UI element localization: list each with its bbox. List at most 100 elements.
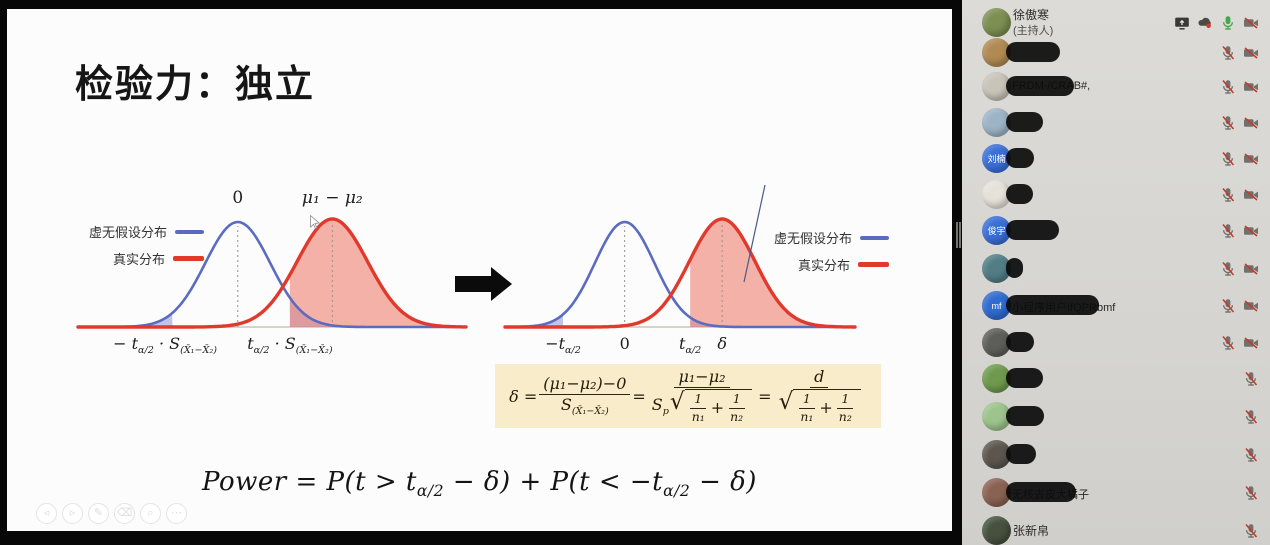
participant-status-icons (1243, 371, 1259, 387)
camera-off-icon[interactable] (1243, 115, 1259, 131)
numerator: 1 (728, 391, 745, 409)
denominator: Sp √ 1 n₁ +1 n₂ (648, 388, 756, 424)
mic-off-icon[interactable] (1220, 223, 1236, 239)
mic-off-icon[interactable] (1220, 187, 1236, 203)
numerator: μ₁−μ₂ (674, 367, 730, 389)
cloud-recording-icon (1197, 15, 1213, 31)
participant-row[interactable] (962, 401, 1270, 433)
camera-off-icon[interactable] (1243, 187, 1259, 203)
participant-row[interactable]: 刘楠 (962, 143, 1270, 175)
mic-off-icon[interactable] (1243, 447, 1259, 463)
math-text: n₁ (691, 408, 705, 424)
next-slide-button[interactable]: ▹ (62, 503, 83, 524)
participant-status-icons (1220, 187, 1259, 203)
math-text: n₁ (800, 408, 814, 424)
numerator: 1 (690, 391, 707, 409)
numerator: 1 (837, 391, 854, 409)
math-text: 1 (802, 391, 811, 407)
participant-row[interactable] (962, 253, 1270, 285)
participant-row[interactable] (962, 327, 1270, 359)
participant-row[interactable] (962, 363, 1270, 395)
legend-item: 虚无假设分布 (82, 222, 204, 241)
camera-off-icon[interactable] (1243, 298, 1259, 314)
mic-off-icon[interactable] (1220, 151, 1236, 167)
math-text: 1 (732, 391, 741, 407)
denominator: n₁ (796, 409, 817, 424)
pen-tool-button[interactable]: ✎ (88, 503, 109, 524)
mic-off-icon[interactable] (1243, 409, 1259, 425)
distribution-chart-svg (503, 184, 857, 329)
plot-legend: 虚无假设分布真实分布 (82, 222, 204, 268)
camera-off-icon[interactable] (1243, 335, 1259, 351)
mic-off-icon[interactable] (1220, 45, 1236, 61)
legend-swatch (173, 256, 204, 261)
participant-status-icons (1220, 298, 1259, 314)
participant-status-icons (1243, 485, 1259, 501)
math-text: = (758, 386, 772, 406)
fraction: d √ 1 n₁ +1 n₂ (774, 367, 865, 424)
mic-off-icon[interactable] (1243, 371, 1259, 387)
participant-name: 徐傲寒 (1013, 8, 1050, 22)
annotation-toolbar: ◃ ▹ ✎ ⌫ ⌕ ⋯ (36, 503, 187, 524)
legend-item: 真实分布 (767, 255, 889, 274)
mic-off-icon[interactable] (1220, 79, 1236, 95)
mic-off-icon[interactable] (1220, 261, 1236, 277)
camera-off-icon[interactable] (1243, 151, 1259, 167)
math-text: 1 (841, 391, 850, 407)
mic-off-icon[interactable] (1243, 485, 1259, 501)
mic-off-icon[interactable] (1243, 523, 1259, 539)
legend-swatch (860, 235, 889, 240)
plot-legend: 虚无假设分布 真实分布 (767, 228, 889, 274)
fraction: μ₁−μ₂ Sp √ 1 n₁ +1 n₂ (648, 367, 756, 424)
more-tools-button[interactable]: ⋯ (166, 503, 187, 524)
participant-row[interactable]: 俊宇 (962, 215, 1270, 247)
participant-row[interactable]: 徐傲寒 (主持人) (962, 7, 1270, 39)
radical-sign: √ (778, 388, 794, 416)
legend-item: 虚无假设分布 (767, 228, 889, 247)
participant-row[interactable]: FRDM-/CRAB#, (962, 71, 1270, 103)
participant-row[interactable]: 无核去皮大橘子 (962, 477, 1270, 509)
participant-row[interactable] (962, 439, 1270, 471)
mic-off-icon[interactable] (1220, 115, 1236, 131)
peak-label: 0 (232, 188, 244, 208)
math-text: δ = (509, 386, 538, 406)
mic-off-icon[interactable] (1220, 298, 1236, 314)
math-text: 1 (694, 391, 703, 407)
camera-off-icon[interactable] (1243, 15, 1259, 31)
camera-off-icon[interactable] (1243, 79, 1259, 95)
camera-off-icon[interactable] (1243, 261, 1259, 277)
math-text: + (819, 397, 833, 417)
participant-row[interactable]: 张新帛 (962, 515, 1270, 545)
participant-row[interactable] (962, 179, 1270, 211)
redaction-bar (1006, 76, 1074, 96)
camera-off-icon[interactable] (1243, 45, 1259, 61)
avatar (982, 8, 1011, 37)
participant-row[interactable]: mf小程序用户IfQPRbmf (962, 290, 1270, 322)
power-formula: Power = P(t > tα/2 − δ) + P(t < −tα/2 − … (202, 467, 757, 501)
radicand: 1 n₁ +1 n₂ (684, 389, 753, 424)
prev-slide-button[interactable]: ◃ (36, 503, 57, 524)
participant-status-icons (1220, 115, 1259, 131)
participant-row[interactable] (962, 37, 1270, 69)
avatar-initials: 俊宇 (987, 226, 1006, 236)
fraction: (μ₁−μ₂)−0 S(X̄₁−X̄₂) (539, 374, 631, 418)
mic-on-icon[interactable] (1220, 15, 1236, 31)
eraser-tool-button[interactable]: ⌫ (114, 503, 135, 524)
camera-off-icon[interactable] (1243, 223, 1259, 239)
square-root: √ 1 n₁ +1 n₂ (669, 388, 753, 424)
zoom-tool-button[interactable]: ⌕ (140, 503, 161, 524)
mic-off-icon[interactable] (1220, 335, 1236, 351)
redaction-bar (1006, 406, 1044, 426)
legend-label: 真实分布 (112, 252, 165, 267)
math-text: = (632, 386, 646, 406)
participant-row[interactable] (962, 107, 1270, 139)
participant-role: (主持人) (1013, 25, 1054, 37)
screen-share-icon (1174, 15, 1190, 31)
math-text: n₂ (838, 408, 852, 424)
panel-scrollbar[interactable] (956, 222, 958, 248)
participant-status-icons (1243, 523, 1259, 539)
participant-name: 张新帛 (1013, 524, 1050, 538)
radical-sign: √ (669, 388, 685, 416)
redaction-bar (1006, 148, 1034, 168)
delta-formula-box: δ = (μ₁−μ₂)−0 S(X̄₁−X̄₂) = μ₁−μ₂ Sp √ 1 n₁ +1 n… (495, 364, 881, 428)
